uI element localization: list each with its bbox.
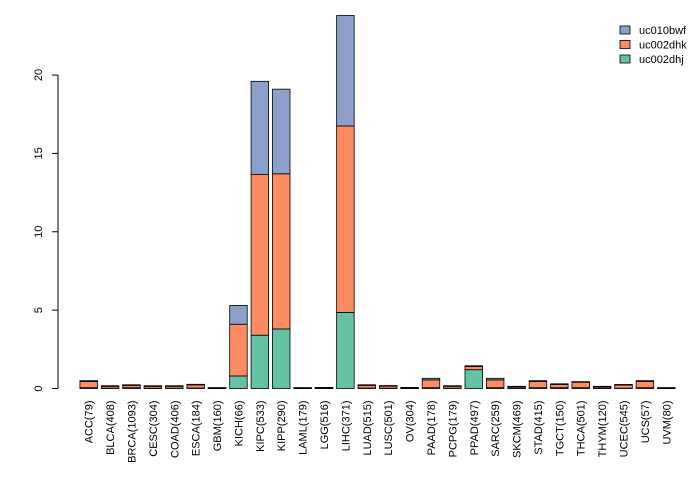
- bar-segment-uc010bwf: [186, 383, 205, 386]
- bars-group: [79, 15, 676, 389]
- bar-segment-uc010bwf: [379, 385, 398, 387]
- x-tick-label: LGG(516): [319, 401, 331, 450]
- bar-segment-uc002dhj: [272, 328, 291, 389]
- bar-segment-uc010bwf: [592, 385, 612, 388]
- x-tick-label: LIHC(371): [340, 401, 352, 452]
- x-axis-labels: ACC(79) BLCA(408) BRCA(1093) CESC(304) COAD(…: [84, 401, 674, 463]
- bar-segment-uc002dhk: [250, 174, 270, 336]
- x-tick-label: THCA(501): [576, 401, 588, 457]
- bar-segment-uc002dhk: [464, 366, 483, 371]
- y-tick-label: 5: [33, 307, 45, 313]
- x-tick-label: TGCT(150): [554, 401, 566, 457]
- x-tick-label: KICH(66): [233, 401, 245, 447]
- bar-segment-uc010bwf: [122, 384, 141, 386]
- x-tick-label: SARC(259): [490, 401, 502, 457]
- bar-segment-uc010bwf: [314, 387, 334, 389]
- bar-segment-uc002dhj: [250, 334, 270, 389]
- bar-segment-uc010bwf: [79, 380, 98, 382]
- y-axis: 0 5 10 15 20: [33, 69, 59, 392]
- bar-segment-uc010bwf: [571, 381, 590, 383]
- x-tick-label: STAD(415): [533, 401, 545, 455]
- x-tick-label: LUAD(515): [362, 401, 374, 456]
- bar-segment-uc010bwf: [229, 305, 248, 325]
- legend-label-uc010bwf: uc010bwf: [639, 25, 687, 37]
- bar-segment-uc010bwf: [421, 377, 441, 381]
- bar-segment-uc010bwf: [400, 387, 419, 389]
- bar-segment-uc010bwf: [528, 380, 548, 382]
- legend-swatch-uc002dhk: [619, 40, 631, 49]
- bar-segment-uc002dhk: [186, 384, 205, 389]
- bar-segment-uc002dhk: [485, 379, 505, 389]
- legend-label-uc002dhj: uc002dhj: [639, 54, 684, 66]
- x-tick-label: UCS(57): [640, 401, 652, 444]
- bar-segment-uc002dhk: [635, 381, 655, 389]
- bar-segment-uc010bwf: [293, 387, 312, 389]
- x-tick-label: THYM(120): [597, 401, 609, 458]
- bar-segment-uc010bwf: [165, 385, 184, 387]
- bar-segment-uc002dhk: [528, 381, 548, 389]
- bar-segment-uc010bwf: [207, 387, 227, 389]
- x-tick-label: UVM(80): [661, 401, 673, 445]
- bar-segment-uc002dhk: [571, 381, 590, 389]
- y-tick-label: 0: [33, 385, 45, 391]
- x-tick-label: GBM(160): [212, 401, 224, 452]
- y-tick-label: 20: [33, 69, 45, 81]
- x-tick-label: PPAD(497): [469, 401, 481, 456]
- y-tick-label: 10: [33, 226, 45, 238]
- bar-segment-uc010bwf: [657, 387, 676, 389]
- x-tick-label: PCPG(179): [447, 401, 459, 458]
- bar-segment-uc010bwf: [336, 15, 355, 127]
- bar-segment-uc002dhk: [550, 384, 569, 389]
- bar-segment-uc010bwf: [272, 88, 291, 175]
- bar-segment-uc010bwf: [550, 383, 569, 385]
- bar-segment-uc010bwf: [143, 385, 163, 387]
- bar-segment-uc010bwf: [250, 80, 270, 175]
- x-tick-label: COAD(406): [169, 401, 181, 458]
- x-tick-label: LAML(179): [298, 401, 310, 455]
- x-tick-label: SKCM(469): [512, 401, 524, 458]
- x-tick-label: BLCA(408): [105, 401, 117, 455]
- x-tick-label: UCEC(545): [619, 401, 631, 458]
- bar-segment-uc010bwf: [443, 385, 462, 387]
- bar-segment-uc010bwf: [100, 385, 120, 387]
- bar-segment-uc002dhk: [79, 381, 98, 389]
- x-tick-label: PAAD(178): [426, 401, 438, 456]
- bar-segment-uc002dhk: [336, 125, 355, 313]
- bar-segment-uc010bwf: [357, 384, 376, 386]
- x-tick-label: CESC(304): [148, 401, 160, 457]
- bar-segment-uc002dhk: [272, 173, 291, 330]
- x-tick-label: OV(304): [405, 401, 417, 443]
- x-tick-label: LUSC(501): [383, 401, 395, 456]
- bar-segment-uc002dhk: [614, 384, 633, 389]
- bar-segment-uc002dhj: [336, 312, 355, 389]
- x-tick-label: ACC(79): [84, 401, 96, 444]
- bar-segment-uc010bwf: [635, 380, 655, 382]
- x-tick-label: BRCA(1093): [126, 401, 138, 463]
- bar-segment-uc010bwf: [507, 385, 526, 388]
- bar-segment-uc010bwf: [614, 384, 633, 386]
- legend: uc010bwf uc002dhk uc002dhj: [619, 25, 687, 66]
- bar-segment-uc010bwf: [464, 365, 483, 367]
- bar-segment-uc002dhk: [229, 323, 248, 377]
- legend-swatch-uc010bwf: [619, 25, 631, 35]
- legend-swatch-uc002dhj: [619, 54, 631, 64]
- bar-segment-uc010bwf: [485, 377, 505, 381]
- bar-segment-uc002dhj: [229, 375, 248, 389]
- y-tick-label: 15: [33, 147, 45, 159]
- x-tick-label: ESCA(184): [191, 401, 203, 457]
- bar-segment-uc002dhj: [464, 369, 483, 389]
- x-tick-label: KIPC(533): [255, 401, 267, 452]
- x-tick-label: KIPP(290): [276, 401, 288, 452]
- bar-segment-uc002dhk: [421, 379, 441, 389]
- legend-label-uc002dhk: uc002dhk: [639, 40, 687, 52]
